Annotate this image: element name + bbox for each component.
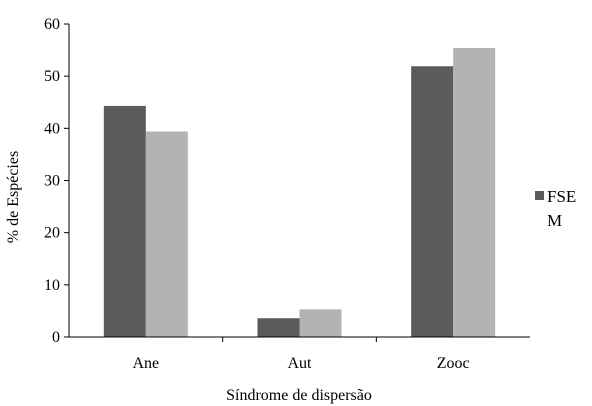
y-tick-label-50: 50 xyxy=(44,68,60,85)
x-axis-ticks: Ane Aut Zooc xyxy=(133,337,470,372)
bar-m-aut xyxy=(299,309,342,337)
y-tick-label-40: 40 xyxy=(44,120,60,137)
y-tick-label-0: 0 xyxy=(52,329,60,346)
y-axis-label: % de Espécies xyxy=(5,151,22,243)
x-tick-label-aut: Aut xyxy=(288,355,313,372)
bars xyxy=(103,47,496,337)
legend-label-fse: FSE xyxy=(547,187,576,206)
y-tick-label-30: 30 xyxy=(44,173,60,190)
y-axis-ticks: 0 10 20 30 40 50 60 xyxy=(44,16,69,346)
legend: FSE M xyxy=(535,187,576,230)
bar-fse-ane xyxy=(103,105,146,337)
bar-fse-aut xyxy=(257,318,300,337)
x-axis-label: Síndrome de dispersão xyxy=(226,387,372,404)
y-tick-label-60: 60 xyxy=(44,16,60,33)
x-tick-label-ane: Ane xyxy=(133,355,160,372)
bar-fse-zooc xyxy=(411,66,454,337)
legend-swatch-fse xyxy=(535,191,544,200)
legend-label-m: M xyxy=(547,211,562,230)
x-tick-label-zooc: Zooc xyxy=(437,355,470,372)
y-tick-label-10: 10 xyxy=(44,277,60,294)
bar-m-ane xyxy=(145,131,188,337)
y-tick-label-20: 20 xyxy=(44,225,60,242)
bar-m-zooc xyxy=(453,47,496,337)
